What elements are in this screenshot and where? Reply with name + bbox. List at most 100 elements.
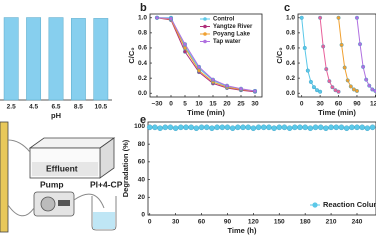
- x-tick-label: 90: [353, 101, 361, 108]
- data-point: [342, 65, 347, 70]
- y-tick-label: 1.0: [286, 14, 295, 21]
- data-point: [168, 16, 173, 21]
- panel-label: b: [140, 2, 147, 14]
- data-point: [330, 85, 335, 90]
- data-point: [152, 124, 158, 131]
- data-point: [210, 77, 215, 82]
- data-point: [324, 67, 329, 72]
- y-tick-label: 0.8: [286, 30, 295, 37]
- data-point: [318, 15, 323, 20]
- data-point: [339, 42, 344, 47]
- reaction-column: [0, 121, 9, 233]
- data-point: [318, 89, 323, 94]
- data-point: [333, 124, 340, 131]
- x-tick-label: −30: [151, 101, 162, 108]
- data-point: [183, 124, 189, 131]
- x-tick-label: 30: [251, 101, 259, 108]
- chart-panel: e 0 20 40 60 80 100 0 30 60 90 120 150 180 210 240 Time …: [121, 114, 376, 235]
- x-tick-label: 30: [172, 219, 180, 226]
- x-tick-label: 150: [274, 219, 285, 226]
- data-point: [299, 15, 304, 20]
- legend-marker: [203, 24, 207, 29]
- data-point: [229, 125, 236, 131]
- data-point: [281, 124, 288, 131]
- data-point: [358, 42, 363, 47]
- x-tick-label: 4.5: [29, 104, 38, 111]
- data-point: [367, 83, 372, 88]
- x-tick-label: 15: [209, 101, 217, 108]
- data-point: [252, 88, 257, 93]
- data-point: [196, 64, 201, 69]
- data-point: [188, 124, 194, 131]
- legend-label: Control: [213, 17, 235, 23]
- y-tick-label: 0.6: [138, 45, 147, 52]
- data-point: [235, 124, 241, 131]
- y-tick-label: 60: [138, 159, 146, 166]
- x-axis-label: Time (h): [227, 226, 257, 235]
- axis-frame: [147, 121, 376, 216]
- data-point: [343, 125, 350, 131]
- y-tick-label: 0.2: [138, 75, 147, 82]
- data-point: [336, 89, 341, 94]
- legend-label: Poyang Lake: [213, 32, 251, 38]
- y-tick-label: 0: [141, 212, 145, 219]
- pump-panel: [58, 200, 70, 206]
- x-tick-label: 5: [183, 101, 187, 108]
- data-point: [336, 15, 341, 20]
- data-point: [349, 124, 355, 131]
- data-point: [178, 124, 184, 131]
- y-tick-label: 100: [134, 123, 145, 130]
- data-point: [364, 125, 371, 131]
- x-tick-label: 2.5: [7, 104, 16, 111]
- x-tick-label: 120: [370, 101, 376, 108]
- legend-marker: [312, 202, 318, 208]
- data-point: [245, 124, 251, 131]
- data-point: [196, 68, 201, 73]
- x-tick-label: 0: [169, 101, 173, 108]
- data-point: [146, 124, 153, 131]
- tube: [73, 193, 105, 209]
- data-point: [305, 68, 310, 73]
- data-point: [354, 15, 359, 20]
- beaker-liquid: [93, 212, 115, 229]
- data-point: [292, 124, 298, 131]
- data-point: [328, 124, 334, 131]
- tank-top: [28, 137, 116, 149]
- data-point: [219, 124, 226, 131]
- x-tick-label: 8.5: [74, 104, 83, 111]
- data-point: [345, 78, 350, 83]
- x-tick-label: 10.5: [94, 104, 107, 111]
- chart-panel: 2.5 4.5 6.5 8.5 10.5 pH: [0, 17, 112, 120]
- bar: [70, 18, 86, 101]
- data-point: [364, 77, 369, 82]
- data-point: [154, 15, 159, 20]
- data-point: [255, 124, 262, 131]
- data-point: [286, 125, 293, 131]
- data-point: [214, 124, 220, 131]
- data-point: [307, 125, 314, 131]
- data-point: [250, 125, 257, 131]
- y-tick-label: 0.4: [286, 60, 295, 67]
- data-point: [224, 83, 229, 88]
- x-tick-label: 25: [237, 101, 245, 108]
- y-axis-label: Degradation (%): [121, 139, 130, 197]
- x-tick-label: 20: [223, 101, 231, 108]
- y-axis-label: C/C₀: [275, 47, 284, 63]
- data-point: [359, 124, 365, 131]
- data-point: [157, 125, 163, 131]
- data-point: [203, 124, 210, 131]
- data-point: [308, 79, 313, 84]
- data-point: [167, 124, 174, 131]
- x-tick-label: 60: [198, 219, 206, 226]
- x-tick-label: 10: [195, 101, 203, 108]
- feed-label: PI+4-CP: [90, 179, 123, 189]
- x-axis-label: pH: [51, 111, 61, 120]
- data-point: [373, 88, 376, 93]
- y-tick-label: 0.0: [286, 90, 295, 97]
- x-tick-label: 60: [335, 101, 343, 108]
- x-tick-label: 0: [148, 219, 152, 226]
- data-point: [354, 124, 360, 131]
- legend-label: Reaction Column: [323, 200, 376, 209]
- data-point: [317, 124, 324, 131]
